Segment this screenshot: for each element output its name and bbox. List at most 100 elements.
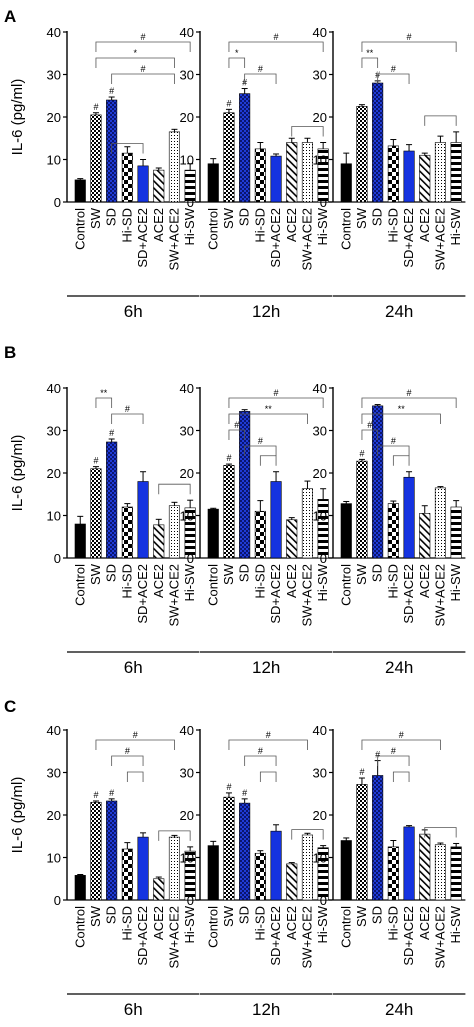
category-label: SW [221,563,236,585]
category-label: Control [205,906,220,948]
category-label: SW [354,905,369,927]
significance-bracket [377,755,410,766]
y-tick-label: 10 [47,153,61,168]
group-6h: 0 10 20 30 40 # # # * # Control SW SD Hi-SD SD+ACE2 ACE… [47,25,200,321]
bar-control [207,508,219,559]
significance-bracket [361,41,457,52]
group-label: 24h [385,658,413,677]
bracket-label: # [274,388,279,398]
category-label: SW+ACE2 [299,564,314,627]
y-tick-label: 30 [47,766,61,781]
significance-mark: # [226,782,231,792]
y-tick-label: 10 [313,509,327,524]
y-tick-label: 30 [180,766,194,781]
bar-sw [356,106,368,203]
significance-bracket [392,455,410,466]
bar-sd [372,775,384,901]
category-label: SD+ACE2 [401,208,416,268]
category-label: Control [338,208,353,250]
bar-hi-sd [254,852,266,901]
bracket-label: ** [265,404,273,414]
y-tick-label: 40 [47,381,61,396]
bar-sw-ace2 [434,844,447,901]
bracket-label: ** [366,48,374,58]
group-label: 6h [124,658,143,677]
category-label: Control [205,564,220,606]
bar-control [74,875,86,901]
category-label: SW+ACE2 [432,906,447,969]
significance-bracket [244,755,277,766]
significance-mark: # [226,453,231,463]
bar-sd-ace2 [137,481,149,559]
bracket-label: # [258,436,263,446]
panel-label: C [4,697,16,716]
bracket-label: # [133,730,138,740]
category-label: SW+ACE2 [299,208,314,271]
significance-bracket [228,57,246,68]
significance-bracket [126,771,144,782]
y-tick-label: 30 [180,68,194,83]
y-tick-label: 30 [313,766,327,781]
significance-mark: # [359,767,364,777]
bar-control [207,163,219,203]
significance-bracket [377,73,410,84]
category-label: SW [88,207,103,229]
bar-sd-ace2 [137,836,149,901]
significance-bracket [228,397,324,408]
significance-bracket [259,455,277,466]
significance-bracket [424,827,457,838]
category-label: Control [72,208,87,250]
bar-hi-sd [254,510,266,559]
category-label: SD+ACE2 [135,208,150,268]
panel-label: B [4,343,16,362]
y-tick-label: 0 [187,551,194,566]
category-label: Hi-SD [252,564,267,599]
bar-control [340,840,352,901]
bar-sd-ace2 [137,165,149,203]
category-label: SW+ACE2 [166,906,181,969]
category-label: Control [338,906,353,948]
bar-sd-ace2 [403,476,415,559]
group-label: 12h [252,302,280,321]
significance-mark: # [109,428,114,438]
bar-hi-sd [121,848,133,901]
category-label: Hi-SW [448,207,463,245]
bar-hi-sd [121,506,133,559]
category-label: ACE2 [417,208,432,242]
y-tick-label: 0 [320,195,327,210]
significance-mark: # [109,788,114,798]
y-tick-label: 40 [47,25,61,40]
bar-ace2 [153,524,165,559]
significance-bracket [361,429,379,440]
category-label: Hi-SD [385,906,400,941]
bracket-label: # [258,64,263,74]
significance-bracket [228,41,324,52]
bar-sw-ace2 [168,505,180,559]
bar-hi-sw [450,846,462,901]
group-label: 12h [252,1000,280,1019]
y-axis-title: IL-6 (pg/ml) [9,79,26,156]
bar-sd [372,82,384,203]
y-tick-label: 10 [47,509,61,524]
y-tick-label: 40 [180,723,194,738]
category-label: SW [88,563,103,585]
panel-label: A [4,7,16,26]
y-tick-label: 10 [180,509,194,524]
bar-sw [356,784,368,901]
bar-control [74,179,86,203]
category-label: ACE2 [284,564,299,598]
bar-sw-ace2 [168,836,180,901]
significance-mark: # [242,788,247,798]
y-tick-label: 0 [187,893,194,908]
category-label: SD+ACE2 [268,906,283,966]
category-label: Hi-SW [315,563,330,601]
bar-sw [90,114,102,203]
category-label: SW [88,905,103,927]
bar-control [207,845,219,901]
significance-bracket [392,771,410,782]
y-tick-label: 10 [313,153,327,168]
bar-sd [106,800,118,901]
